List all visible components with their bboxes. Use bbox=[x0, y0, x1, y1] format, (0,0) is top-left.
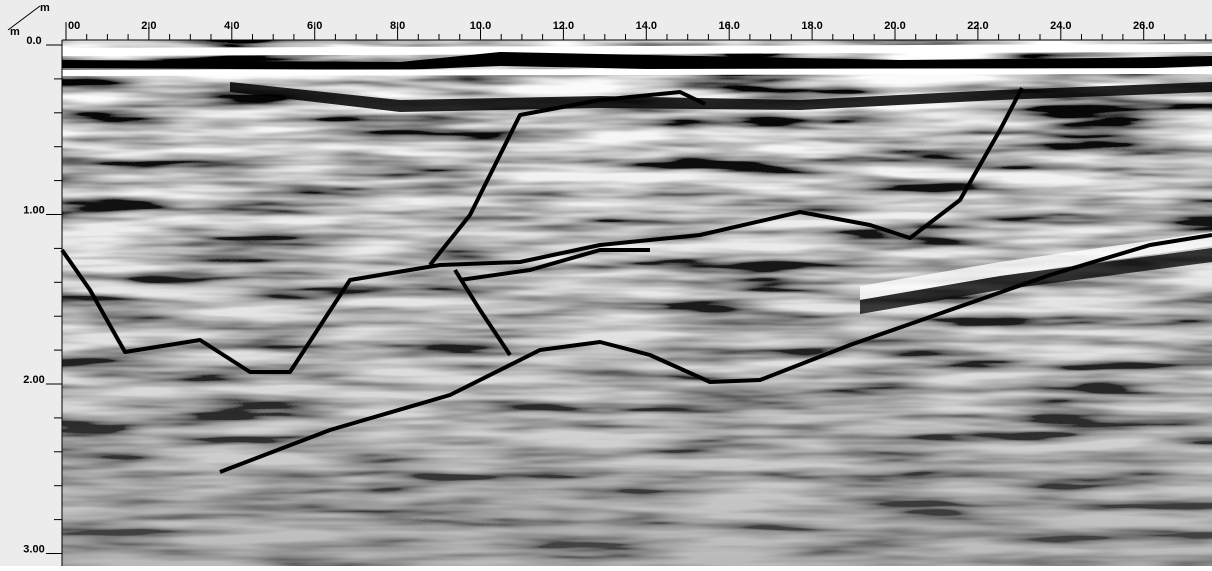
y-tick-label: 1.00 bbox=[23, 204, 44, 216]
x-tick-label: 6.0 bbox=[307, 20, 322, 32]
y-tick-label: 2.00 bbox=[23, 374, 44, 386]
x-unit: m bbox=[40, 2, 50, 14]
x-tick-label: 10.0 bbox=[470, 20, 491, 32]
interpretation-lines bbox=[60, 87, 1212, 474]
x-tick-label: 14.0 bbox=[636, 20, 657, 32]
x-tick-label: 4.0 bbox=[224, 20, 239, 32]
x-tick-label: 20.0 bbox=[884, 20, 905, 32]
unit-divider bbox=[7, 5, 41, 31]
y-tick-label: 0.0 bbox=[26, 35, 41, 47]
x-tick-label: 24.0 bbox=[1050, 20, 1071, 32]
radar-fade bbox=[62, 40, 1212, 566]
y-tick-label: 3.00 bbox=[23, 543, 44, 555]
x-tick-label: 2.0 bbox=[141, 20, 156, 32]
x-tick-label: 18.0 bbox=[801, 20, 822, 32]
x-tick-label: 26.0 bbox=[1133, 20, 1154, 32]
y-unit: m bbox=[10, 26, 20, 38]
x-tick-label: 16.0 bbox=[718, 20, 739, 32]
x-tick-label: 22.0 bbox=[967, 20, 988, 32]
x-tick-label: 8.0 bbox=[390, 20, 405, 32]
x-tick-label: 00 bbox=[68, 20, 80, 32]
x-tick-label: 12.0 bbox=[553, 20, 574, 32]
